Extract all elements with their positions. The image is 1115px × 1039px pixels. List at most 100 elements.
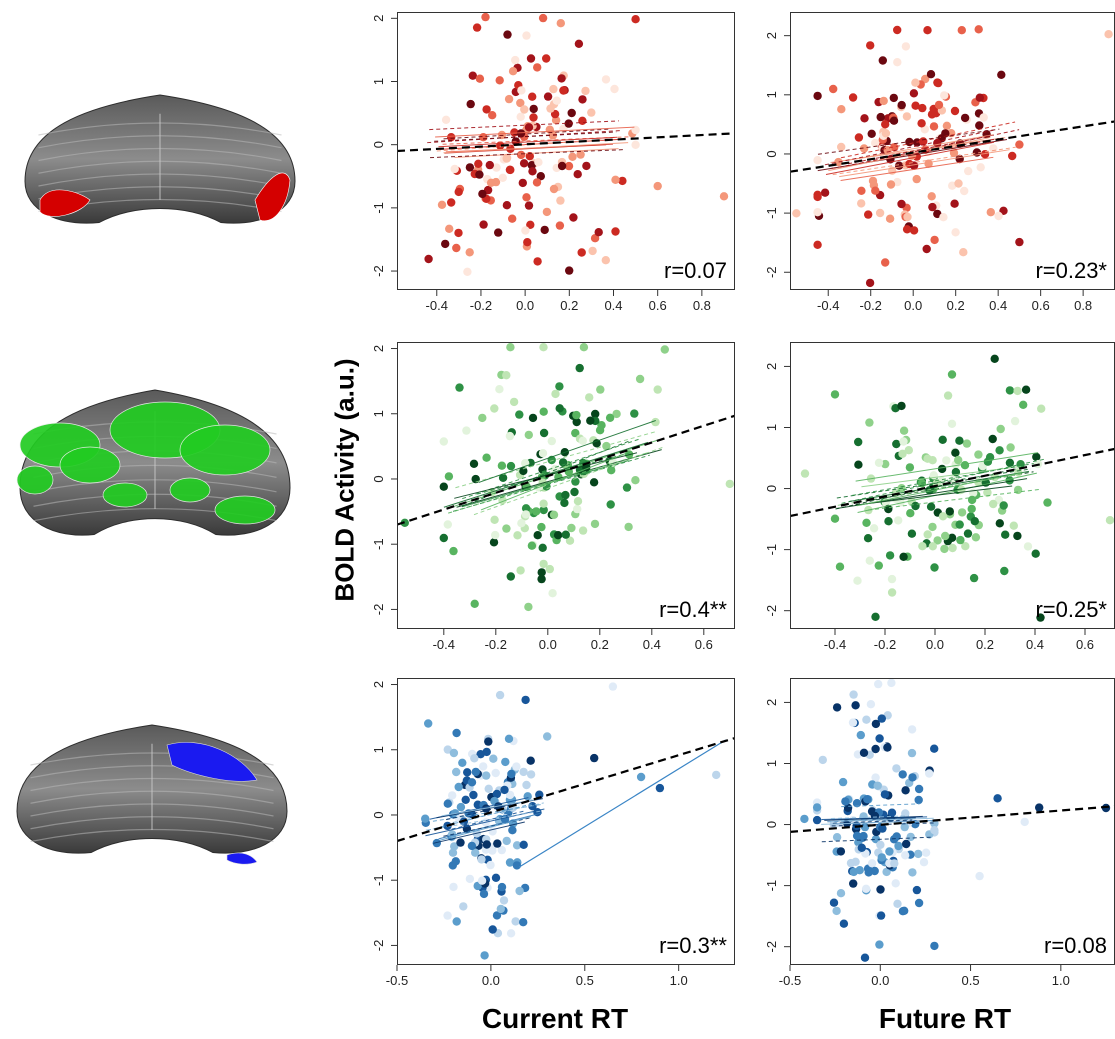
data-point bbox=[569, 213, 578, 222]
data-point bbox=[424, 254, 433, 264]
data-point bbox=[899, 437, 908, 446]
x-tick-label: 0.2 bbox=[976, 637, 994, 652]
data-point bbox=[528, 167, 537, 176]
y-tick-label: 2 bbox=[371, 681, 386, 688]
data-point bbox=[535, 790, 544, 799]
data-point bbox=[590, 753, 599, 763]
data-point bbox=[570, 487, 579, 497]
data-point bbox=[653, 385, 662, 394]
subject-fit-line bbox=[824, 129, 996, 166]
data-point bbox=[565, 266, 574, 275]
y-tick-label: -2 bbox=[764, 605, 779, 617]
x-tick-label: 0.8 bbox=[1074, 298, 1092, 313]
data-point bbox=[1019, 400, 1028, 409]
plot-area bbox=[397, 682, 735, 960]
data-point bbox=[611, 227, 620, 236]
data-point bbox=[905, 463, 915, 472]
data-point bbox=[512, 841, 522, 850]
data-point bbox=[455, 383, 464, 392]
data-point bbox=[586, 416, 595, 425]
y-tick-label: 0 bbox=[764, 150, 779, 157]
data-point bbox=[900, 822, 909, 832]
subject-fit-line bbox=[841, 803, 920, 808]
x-tick-label: -0.5 bbox=[779, 973, 801, 988]
y-tick-label: -1 bbox=[764, 207, 779, 219]
data-point bbox=[857, 199, 866, 208]
subject-fit-line bbox=[830, 815, 910, 820]
data-point bbox=[907, 529, 917, 538]
data-point bbox=[962, 439, 972, 448]
data-point bbox=[507, 769, 516, 779]
subject-fit-line bbox=[443, 142, 629, 154]
data-point bbox=[462, 426, 471, 435]
x-tick-label: 0.4 bbox=[604, 298, 622, 313]
data-point bbox=[482, 771, 491, 780]
data-point bbox=[536, 172, 545, 181]
data-point bbox=[898, 449, 907, 458]
data-point bbox=[573, 504, 582, 514]
data-point bbox=[922, 244, 931, 254]
data-point bbox=[449, 882, 458, 892]
correlation-label: r=0.07 bbox=[664, 258, 727, 283]
data-point bbox=[594, 228, 603, 237]
data-point bbox=[461, 795, 470, 804]
data-point bbox=[576, 150, 585, 159]
data-point bbox=[854, 437, 863, 447]
data-point bbox=[439, 533, 448, 543]
data-point bbox=[918, 542, 927, 551]
data-point bbox=[885, 551, 895, 560]
cerebellum-green bbox=[16, 389, 291, 536]
data-point bbox=[893, 58, 902, 67]
data-point bbox=[851, 701, 860, 710]
y-tick-label: -1 bbox=[371, 874, 386, 886]
data-point bbox=[631, 15, 640, 24]
data-point bbox=[551, 389, 560, 399]
data-point bbox=[489, 754, 498, 763]
x-tick-label: 0.0 bbox=[926, 637, 944, 652]
data-point bbox=[960, 186, 969, 196]
data-point bbox=[980, 150, 990, 159]
data-point bbox=[506, 461, 516, 471]
plot-area bbox=[790, 354, 1115, 622]
x-axis-title-current: Current RT bbox=[481, 1003, 629, 1034]
data-point bbox=[505, 165, 515, 174]
data-point bbox=[459, 902, 468, 911]
data-point bbox=[961, 542, 970, 551]
plot-area bbox=[790, 25, 1115, 288]
data-point bbox=[545, 564, 554, 574]
data-point bbox=[532, 507, 541, 516]
data-point bbox=[517, 86, 526, 95]
subject-fit-line bbox=[856, 472, 1023, 507]
data-point bbox=[859, 748, 869, 757]
data-point bbox=[813, 192, 822, 202]
data-point bbox=[537, 522, 546, 532]
data-point bbox=[612, 409, 621, 419]
data-point bbox=[439, 437, 448, 446]
x-tick-label: -0.2 bbox=[470, 298, 492, 313]
data-point bbox=[606, 500, 615, 509]
data-point bbox=[560, 498, 569, 508]
data-point bbox=[943, 391, 953, 400]
data-point bbox=[578, 95, 587, 104]
subject-fit-line bbox=[839, 149, 1010, 178]
data-point bbox=[942, 121, 952, 130]
data-point bbox=[546, 104, 555, 113]
data-point bbox=[441, 115, 451, 125]
data-point bbox=[491, 530, 500, 540]
data-point bbox=[907, 748, 917, 758]
data-point bbox=[960, 113, 970, 123]
data-point bbox=[855, 866, 864, 875]
data-point bbox=[458, 758, 467, 767]
data-point bbox=[491, 768, 500, 778]
data-point bbox=[949, 148, 959, 158]
data-point bbox=[557, 74, 566, 83]
data-point bbox=[940, 544, 949, 554]
subject-fit-line bbox=[854, 485, 1013, 506]
data-point bbox=[835, 562, 845, 571]
data-point bbox=[820, 188, 830, 197]
data-point bbox=[930, 563, 939, 572]
data-point bbox=[479, 889, 489, 899]
subject-fit-line bbox=[435, 126, 635, 138]
data-point bbox=[516, 150, 526, 160]
data-point bbox=[712, 770, 721, 780]
